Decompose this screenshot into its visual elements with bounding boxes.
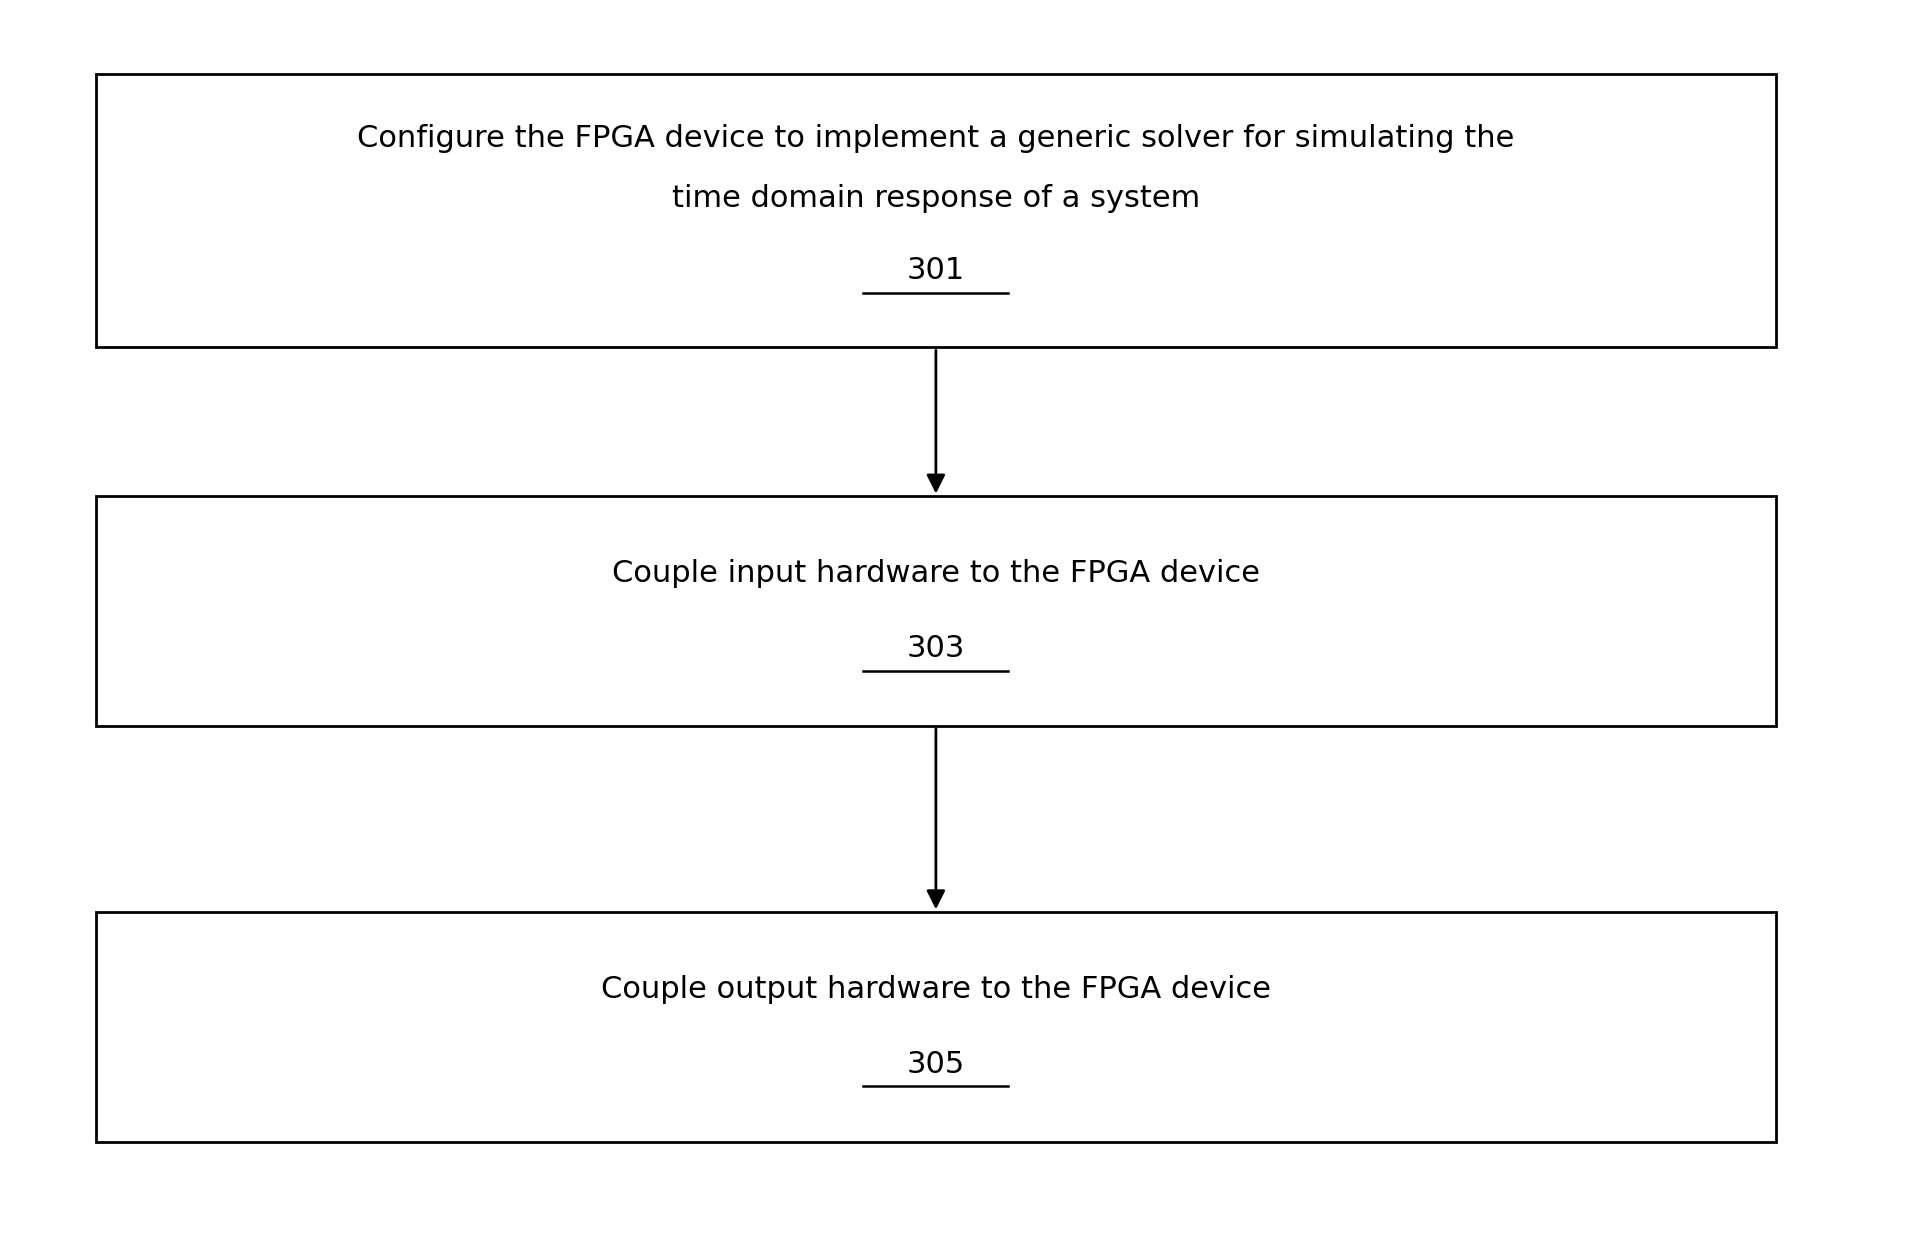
Text: 305: 305 [907, 1050, 965, 1078]
Text: time domain response of a system: time domain response of a system [672, 184, 1199, 213]
Text: Couple input hardware to the FPGA device: Couple input hardware to the FPGA device [611, 560, 1261, 588]
Text: 301: 301 [907, 256, 965, 285]
Text: Configure the FPGA device to implement a generic solver for simulating the: Configure the FPGA device to implement a… [357, 124, 1515, 154]
FancyBboxPatch shape [96, 496, 1776, 726]
FancyBboxPatch shape [96, 912, 1776, 1142]
FancyBboxPatch shape [96, 74, 1776, 347]
Text: 303: 303 [907, 634, 965, 663]
Text: Couple output hardware to the FPGA device: Couple output hardware to the FPGA devic… [602, 975, 1270, 1004]
